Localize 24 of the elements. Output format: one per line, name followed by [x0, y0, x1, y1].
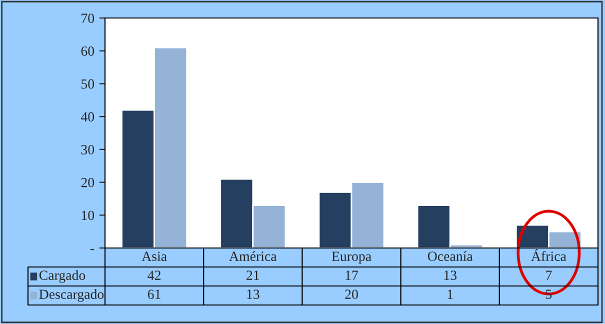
x-tick-label: Oceanía: [428, 251, 473, 261]
data-label: 1: [448, 290, 453, 299]
y-tick-label: 40: [80, 112, 94, 122]
y-tick-label: 70: [82, 14, 94, 23]
data-label: 21: [246, 270, 260, 280]
y-tick-label: 10: [82, 210, 94, 220]
legend-label: Cargado: [39, 270, 86, 283]
x-tick-label: Europa: [332, 252, 372, 264]
legend-label: Descargado: [39, 289, 104, 302]
y-tick-label: 60: [81, 46, 94, 56]
data-label: 13: [444, 270, 456, 280]
y-tick-label: 30: [81, 145, 94, 154]
data-label: 42: [148, 270, 160, 280]
data-label: 61: [148, 290, 160, 299]
data-label: 7: [546, 270, 552, 280]
data-label: 13: [247, 290, 260, 299]
y-tick-label: 50: [82, 79, 94, 89]
x-tick-label: Asia: [142, 252, 167, 261]
x-tick-label: África: [531, 248, 566, 261]
y-tick-label: 20: [81, 178, 94, 188]
data-label: 17: [346, 270, 358, 280]
y-tick-label: -: [90, 249, 94, 250]
data-label: 20: [345, 290, 358, 299]
x-tick-label: América: [229, 251, 277, 261]
